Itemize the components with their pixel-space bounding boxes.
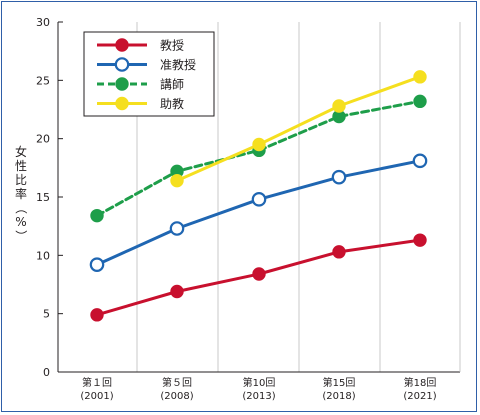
data-point (90, 208, 104, 223)
legend-swatch-marker (115, 77, 129, 91)
data-point (413, 94, 427, 109)
x-tick-year-label: (2001) (80, 391, 113, 402)
legend-label: 講師 (160, 77, 184, 92)
y-tick-label: 30 (36, 16, 50, 29)
data-point (331, 169, 347, 185)
legend-swatch-marker (114, 57, 130, 72)
data-point (413, 70, 427, 84)
y-tick-label: 25 (36, 74, 50, 87)
y-tick-label: 5 (43, 308, 50, 321)
x-tick-year-label: (2013) (242, 391, 275, 402)
y-axis-label-char: 性 (15, 159, 27, 173)
series-1 (90, 233, 427, 322)
x-tick-label: 第５回 (162, 376, 192, 389)
legend-label: 助教 (160, 96, 184, 111)
legend-label: 教授 (160, 38, 184, 53)
series-lines (89, 70, 428, 322)
data-point (413, 233, 427, 247)
legend-swatch-marker (115, 96, 129, 111)
data-point (252, 267, 266, 281)
legend-label: 准教授 (160, 57, 196, 72)
y-axis-label-char: 率 (15, 186, 27, 201)
y-tick-label: 15 (36, 191, 50, 204)
y-tick-label: 0 (43, 366, 50, 379)
data-point (90, 308, 104, 322)
data-point (170, 284, 184, 299)
data-point (251, 192, 267, 207)
y-tick-labels: 0 5 10 15 20 25 30 (36, 16, 63, 379)
x-tick-label: 第１回 (82, 376, 112, 389)
data-point (252, 137, 266, 152)
series-line (95, 159, 422, 267)
data-point (170, 173, 184, 188)
x-tick-label: 第18回 (404, 376, 437, 389)
series-2 (89, 153, 428, 272)
y-axis-label-char: ） (14, 230, 28, 242)
data-point (169, 221, 185, 236)
data-point (332, 245, 346, 259)
x-tick-labels: 第１回 (2001) 第５回 (2008) 第10回 (2013) 第15回 (2018) 第1… (80, 376, 436, 402)
data-point (412, 153, 428, 169)
y-axis-label-char: （ (14, 202, 28, 214)
data-point (89, 257, 105, 272)
y-tick-label: 10 (36, 249, 50, 262)
x-tick-year-label: (2008) (160, 391, 193, 402)
x-tick-year-label: (2018) (322, 391, 355, 402)
y-axis-label-char: % (15, 215, 26, 229)
data-point (332, 99, 346, 113)
y-tick-label: 20 (36, 133, 50, 146)
y-axis-label-char: 女 (15, 144, 27, 159)
series-line (175, 75, 422, 183)
x-tick-year-label: (2021) (403, 391, 436, 402)
x-tick-label: 第15回 (323, 376, 356, 389)
y-axis-label-char: 比 (15, 173, 27, 187)
series-4 (170, 70, 427, 188)
legend-swatch-marker (115, 38, 129, 52)
x-tick-label: 第10回 (243, 376, 276, 389)
